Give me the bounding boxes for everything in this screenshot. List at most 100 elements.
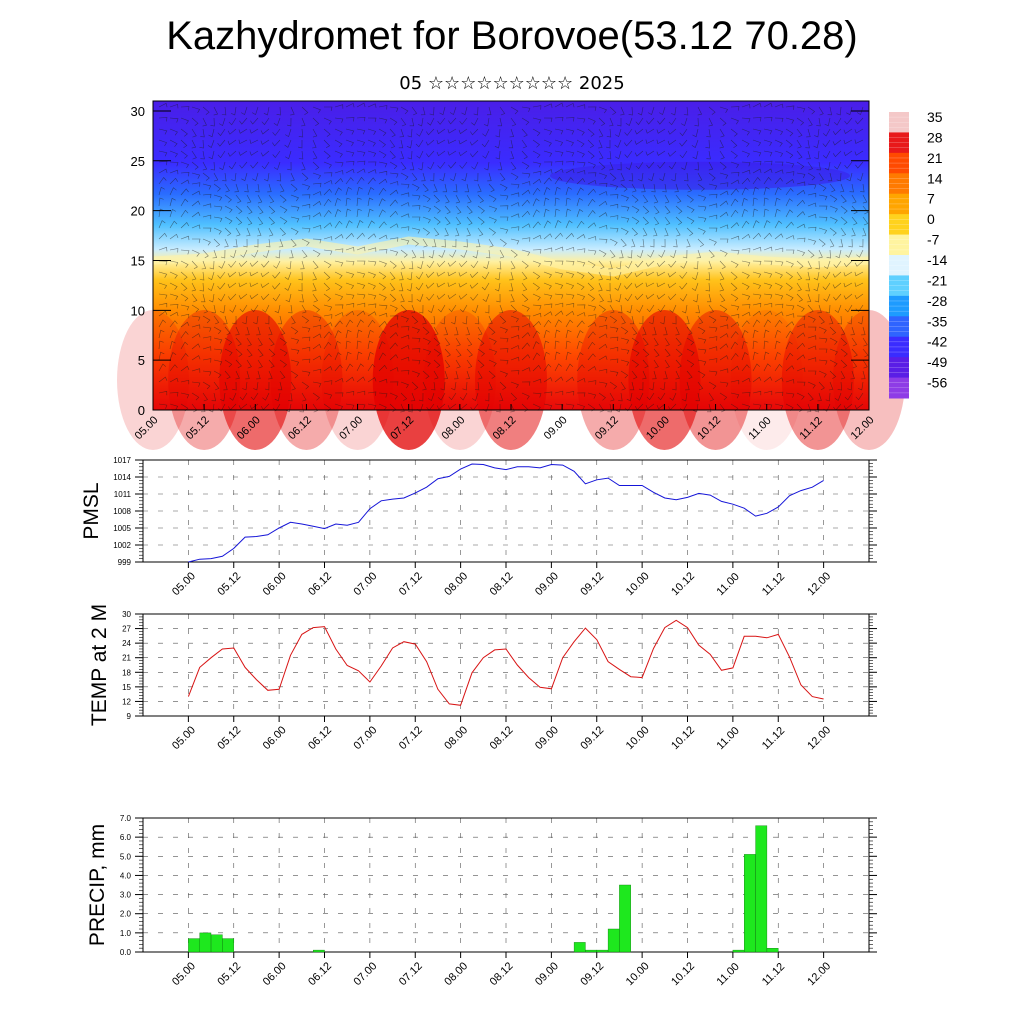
wind-barb <box>554 282 564 289</box>
wind-barb <box>674 183 679 193</box>
wind-barb <box>785 271 793 280</box>
precip-panel-y-tick-label: 5.0 <box>120 852 132 861</box>
wind-barb <box>554 390 564 396</box>
wind-barb <box>855 117 864 125</box>
pmsl-panel-y-axis-label: PMSL <box>80 482 103 539</box>
wind-barb <box>312 249 321 257</box>
wind-barb <box>509 271 514 281</box>
colorbar-label: 0 <box>927 211 935 227</box>
wind-barb <box>323 392 333 399</box>
wind-barb <box>840 348 848 357</box>
wind-barb <box>367 391 377 396</box>
wind-barb <box>822 271 831 280</box>
wind-barb <box>807 345 817 350</box>
wind-barb <box>477 326 483 336</box>
wind-barb <box>708 346 718 351</box>
wind-barb <box>213 326 222 335</box>
wind-barb <box>510 117 517 127</box>
wind-barb <box>667 150 677 157</box>
wind-barb <box>367 377 377 383</box>
wind-barb <box>554 310 564 317</box>
wind-barb <box>219 392 226 402</box>
wind-barb <box>443 326 449 336</box>
wind-barb <box>679 128 688 137</box>
wind-barb <box>268 359 275 369</box>
wind-barb <box>284 282 292 291</box>
wind-barb <box>301 183 311 190</box>
wind-barb <box>629 315 635 325</box>
wind-barb <box>208 403 215 413</box>
wind-barb <box>427 161 435 170</box>
wind-barb <box>191 368 201 373</box>
wind-barb <box>843 282 853 288</box>
wind-barb <box>554 176 563 185</box>
wind-barb <box>855 161 864 169</box>
wind-barb <box>642 216 649 226</box>
wind-barb <box>614 282 622 291</box>
wind-barb <box>521 315 531 320</box>
wind-barb <box>796 139 802 149</box>
wind-barb <box>483 117 490 127</box>
wind-barb <box>409 117 415 127</box>
wind-barb <box>587 331 596 339</box>
wind-barb <box>608 260 613 270</box>
wind-barb <box>334 117 344 123</box>
wind-barb <box>692 403 699 413</box>
wind-barb <box>656 271 666 277</box>
wind-barb <box>763 260 773 266</box>
wind-barb <box>334 364 343 372</box>
wind-barb <box>609 215 619 220</box>
wind-barb <box>645 150 655 156</box>
wind-barb <box>323 179 333 185</box>
wind-barb <box>202 117 207 127</box>
wind-barb <box>356 220 364 229</box>
wind-barb <box>686 359 695 368</box>
wind-barb <box>565 310 575 317</box>
wind-barb <box>257 227 262 237</box>
wind-barb <box>378 234 388 240</box>
wind-barb <box>345 271 355 278</box>
wind-barb <box>521 237 531 242</box>
wind-barb <box>180 260 189 268</box>
wind-barb <box>378 352 387 361</box>
wind-barb <box>323 198 332 207</box>
wind-barb <box>806 403 812 413</box>
wind-barb <box>250 161 259 169</box>
wind-barb <box>301 194 311 199</box>
wind-barb <box>796 304 805 312</box>
wind-barb <box>624 139 633 147</box>
wind-barb <box>158 363 167 372</box>
wind-barb <box>422 326 430 335</box>
wind-barb <box>565 329 572 339</box>
wind-barb <box>631 326 638 336</box>
wind-barb <box>638 381 644 391</box>
wind-barb <box>670 249 677 259</box>
wind-barb <box>301 315 310 324</box>
wind-barb <box>708 214 718 220</box>
wind-barb <box>238 271 248 277</box>
wind-barb <box>741 271 750 279</box>
wind-barb <box>752 220 760 229</box>
wind-barb <box>661 238 666 248</box>
wind-barb <box>417 117 424 127</box>
wind-barb <box>208 150 215 160</box>
wind-barb <box>697 370 706 379</box>
wind-barb <box>433 194 440 204</box>
wind-barb <box>444 205 451 215</box>
wind-barb <box>598 249 607 257</box>
wind-barb <box>565 351 572 361</box>
wind-barb <box>543 319 552 328</box>
wind-barb <box>235 370 240 380</box>
wind-barb <box>576 220 585 229</box>
wind-barb <box>598 304 606 313</box>
wind-barb <box>543 311 553 317</box>
wind-barb <box>707 293 712 303</box>
wind-barb <box>312 324 322 330</box>
wind-barb <box>840 205 848 214</box>
wind-barb <box>411 106 418 116</box>
wind-barb <box>862 337 868 347</box>
wind-barb <box>708 227 718 233</box>
wind-barb <box>222 172 227 182</box>
wind-barb <box>356 329 363 339</box>
wind-barb <box>495 271 501 281</box>
